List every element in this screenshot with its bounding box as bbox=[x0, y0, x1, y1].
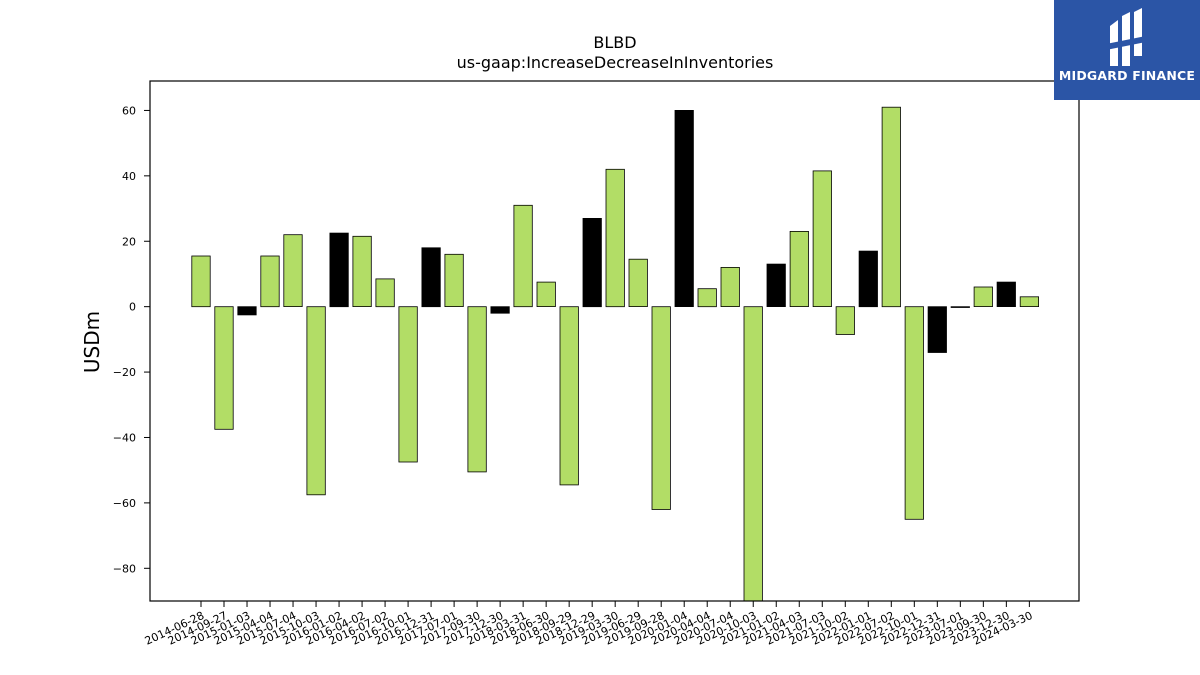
bar-2019-03-30 bbox=[605, 168, 625, 308]
bar-2019-09-28 bbox=[651, 306, 671, 510]
bar-2023-12-30 bbox=[996, 281, 1016, 308]
bar-2018-09-29 bbox=[559, 306, 579, 486]
bar-2014-09-27 bbox=[214, 306, 234, 430]
midgard-logo-icon bbox=[1106, 8, 1146, 66]
bar-2015-04-04 bbox=[260, 255, 280, 308]
bar-2016-04-02 bbox=[352, 235, 372, 308]
y-tick-label: −40 bbox=[113, 431, 136, 444]
bar-2017-09-30 bbox=[467, 306, 487, 473]
y-tick-label: 60 bbox=[122, 104, 136, 117]
y-axis-label: USDm bbox=[80, 311, 104, 373]
bar-2018-06-30 bbox=[536, 281, 556, 308]
bar-2017-07-01 bbox=[444, 253, 464, 308]
bar-2016-01-02 bbox=[329, 232, 349, 308]
chart-subtitle: us-gaap:IncreaseDecreaseInInventories bbox=[457, 53, 774, 72]
chart-title: BLBD bbox=[593, 33, 636, 52]
x-axis-ticks: 2014-06-282014-09-272015-01-032015-04-04… bbox=[143, 601, 1035, 648]
bar-2019-06-29 bbox=[628, 258, 648, 308]
bar-2021-10-02 bbox=[835, 306, 855, 335]
bar-2023-07-01 bbox=[950, 306, 970, 308]
bars-group bbox=[191, 106, 1040, 602]
bar-2020-01-04 bbox=[674, 110, 694, 307]
bar-2021-07-03 bbox=[812, 170, 832, 307]
bar-2017-12-30 bbox=[490, 306, 510, 314]
plot-frame bbox=[149, 80, 1080, 602]
bar-2018-12-29 bbox=[582, 217, 602, 308]
y-tick-label: −80 bbox=[113, 562, 136, 575]
y-tick-label: 40 bbox=[122, 170, 136, 183]
bar-2015-07-04 bbox=[283, 234, 303, 307]
y-tick-label: 0 bbox=[129, 301, 136, 314]
bar-2021-04-03 bbox=[789, 230, 809, 307]
bar-2022-01-01 bbox=[858, 250, 878, 308]
bar-2022-12-31 bbox=[927, 306, 947, 353]
brand-logo: MIDGARD FINANCE bbox=[1054, 0, 1200, 100]
bar-2024-03-30 bbox=[1019, 296, 1040, 307]
bar-2016-10-01 bbox=[398, 306, 418, 463]
y-tick-label: −60 bbox=[113, 497, 136, 510]
y-tick-label: −20 bbox=[113, 366, 136, 379]
bar-2016-12-31 bbox=[421, 247, 441, 308]
bar-2020-10-03 bbox=[743, 306, 763, 602]
bar-2022-07-02 bbox=[881, 106, 901, 308]
bar-2014-06-28 bbox=[191, 255, 211, 308]
bar-2021-01-02 bbox=[766, 263, 786, 308]
bar-2015-01-03 bbox=[237, 306, 257, 316]
brand-name: MIDGARD FINANCE bbox=[1058, 68, 1196, 83]
bar-2016-07-02 bbox=[375, 278, 395, 308]
bar-2023-09-30 bbox=[973, 286, 993, 308]
bar-2020-07-04 bbox=[720, 266, 740, 307]
bar-2020-04-04 bbox=[697, 288, 717, 308]
y-axis-ticks: −80 −60 −40 −20 0 20 40 60 bbox=[113, 104, 150, 575]
bar-2015-10-03 bbox=[306, 306, 326, 496]
bar-2022-10-01 bbox=[904, 306, 924, 520]
y-tick-label: 20 bbox=[122, 235, 136, 248]
bar-2018-03-31 bbox=[513, 204, 533, 308]
